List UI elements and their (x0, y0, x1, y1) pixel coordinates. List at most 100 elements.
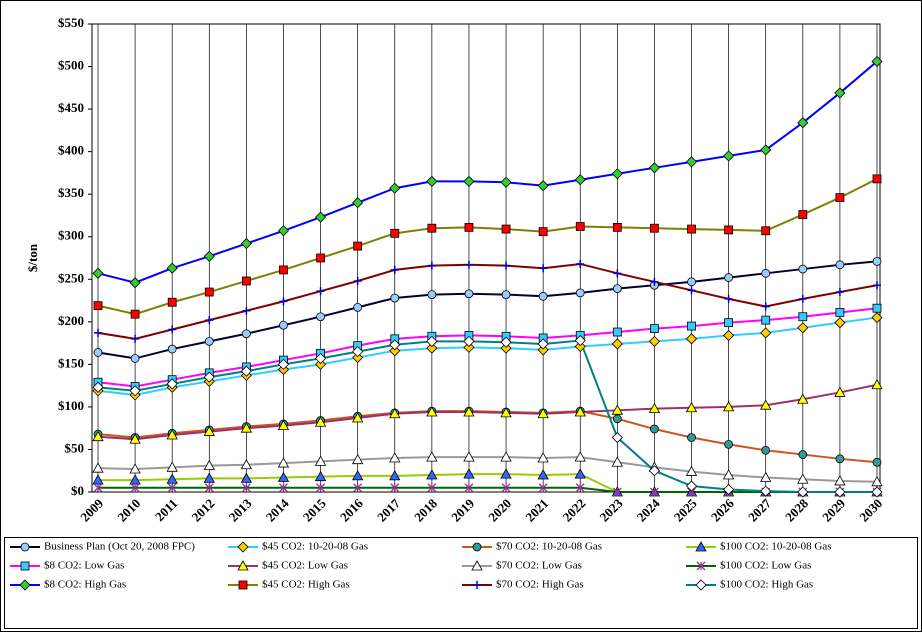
y-tick-label: $550 (58, 15, 84, 30)
y-tick-label: $50 (65, 440, 85, 455)
marker (166, 262, 178, 274)
marker (611, 168, 623, 180)
marker (724, 225, 734, 235)
marker (390, 483, 400, 493)
marker (798, 294, 807, 303)
marker (500, 336, 512, 348)
marker (352, 351, 364, 364)
marker (390, 228, 400, 238)
marker (351, 470, 364, 481)
marker (203, 425, 215, 436)
marker (685, 156, 698, 168)
marker (537, 407, 549, 419)
marker (130, 483, 140, 493)
marker (316, 253, 325, 263)
marker (427, 261, 436, 270)
marker (687, 224, 696, 234)
marker (237, 541, 249, 553)
legend-label: $8 CO2: High Gas (44, 579, 126, 591)
marker (835, 454, 845, 464)
series-markers (92, 55, 883, 289)
series-line (97, 456, 878, 483)
marker (761, 445, 771, 455)
marker (315, 358, 327, 370)
marker (687, 321, 696, 331)
marker (872, 257, 882, 266)
marker (798, 312, 808, 322)
marker (390, 293, 400, 303)
marker (574, 340, 586, 353)
marker (687, 277, 696, 287)
marker (129, 463, 141, 474)
marker (722, 469, 735, 480)
marker (93, 348, 103, 357)
marker (240, 422, 253, 433)
marker (871, 475, 883, 487)
y-tick-label: $250 (58, 270, 84, 285)
y-tick-label: $150 (58, 355, 84, 370)
marker (351, 453, 364, 465)
series-markers (92, 311, 883, 401)
marker (798, 450, 808, 459)
marker (240, 472, 253, 483)
series-line (97, 383, 878, 441)
marker (129, 433, 141, 444)
marker (835, 308, 845, 317)
marker (471, 560, 483, 571)
marker (389, 470, 401, 481)
marker (167, 483, 177, 493)
marker (685, 401, 698, 413)
marker (241, 276, 251, 286)
marker (463, 406, 475, 417)
marker (761, 226, 771, 236)
marker (473, 581, 481, 589)
marker (650, 277, 659, 286)
marker (650, 223, 659, 233)
marker (834, 87, 846, 99)
series-markers (92, 378, 883, 444)
marker (390, 265, 399, 274)
marker (205, 316, 214, 325)
marker (873, 281, 881, 290)
marker (760, 327, 772, 339)
marker (426, 451, 438, 462)
marker (871, 311, 883, 324)
marker (611, 404, 624, 415)
marker (464, 483, 474, 493)
marker (797, 486, 809, 498)
y-axis-label: $/ton (25, 243, 40, 272)
marker (500, 176, 512, 188)
marker (648, 162, 660, 174)
series-line (98, 486, 877, 493)
marker (649, 487, 659, 497)
marker (612, 487, 622, 497)
marker (760, 485, 772, 497)
marker (501, 483, 511, 493)
marker (464, 222, 474, 232)
marker (685, 465, 698, 476)
marker (834, 486, 846, 498)
marker (279, 320, 288, 330)
series-markers (93, 257, 882, 363)
marker (353, 276, 362, 285)
marker (351, 412, 364, 423)
marker (237, 560, 249, 571)
marker (797, 473, 809, 484)
legend-label: $70 CO2: High Gas (496, 579, 584, 591)
marker (389, 407, 401, 419)
marker (724, 273, 734, 282)
marker (761, 315, 771, 325)
marker (797, 117, 809, 129)
marker (203, 459, 215, 471)
series-line (97, 339, 877, 493)
marker (93, 483, 103, 493)
series-markers (93, 174, 882, 319)
legend-label: $45 CO2: High Gas (262, 579, 350, 591)
marker (835, 288, 844, 297)
marker (501, 290, 511, 299)
marker (20, 561, 30, 571)
marker (94, 328, 102, 337)
marker (240, 458, 253, 470)
marker (722, 401, 735, 412)
marker (834, 475, 846, 486)
